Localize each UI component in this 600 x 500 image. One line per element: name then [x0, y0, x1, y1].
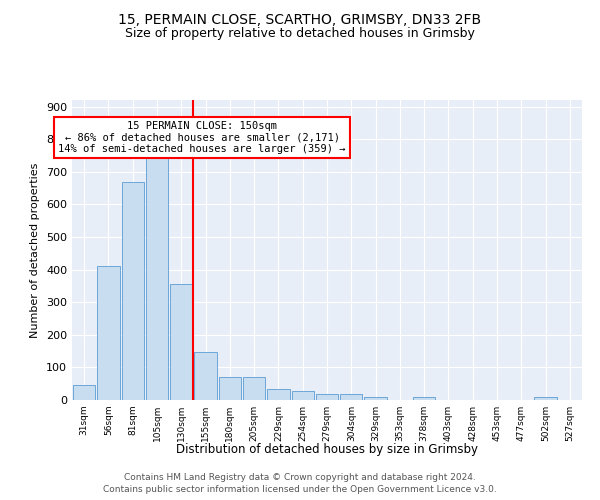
- Bar: [194, 352, 217, 400]
- Bar: [218, 377, 241, 400]
- Bar: [340, 394, 362, 400]
- Text: Contains HM Land Registry data © Crown copyright and database right 2024.: Contains HM Land Registry data © Crown c…: [124, 472, 476, 482]
- Bar: [535, 396, 557, 400]
- Text: Size of property relative to detached houses in Grimsby: Size of property relative to detached ho…: [125, 28, 475, 40]
- Bar: [73, 386, 95, 400]
- Bar: [170, 284, 193, 400]
- Text: 15, PERMAIN CLOSE, SCARTHO, GRIMSBY, DN33 2FB: 15, PERMAIN CLOSE, SCARTHO, GRIMSBY, DN3…: [118, 12, 482, 26]
- Bar: [97, 266, 119, 400]
- Text: 15 PERMAIN CLOSE: 150sqm
← 86% of detached houses are smaller (2,171)
14% of sem: 15 PERMAIN CLOSE: 150sqm ← 86% of detach…: [58, 121, 346, 154]
- Bar: [364, 396, 387, 400]
- Bar: [292, 391, 314, 400]
- Text: Distribution of detached houses by size in Grimsby: Distribution of detached houses by size …: [176, 442, 478, 456]
- Text: Contains public sector information licensed under the Open Government Licence v3: Contains public sector information licen…: [103, 485, 497, 494]
- Bar: [316, 394, 338, 400]
- Bar: [243, 377, 265, 400]
- Bar: [146, 156, 168, 400]
- Y-axis label: Number of detached properties: Number of detached properties: [31, 162, 40, 338]
- Bar: [267, 388, 290, 400]
- Bar: [122, 182, 144, 400]
- Bar: [413, 396, 436, 400]
